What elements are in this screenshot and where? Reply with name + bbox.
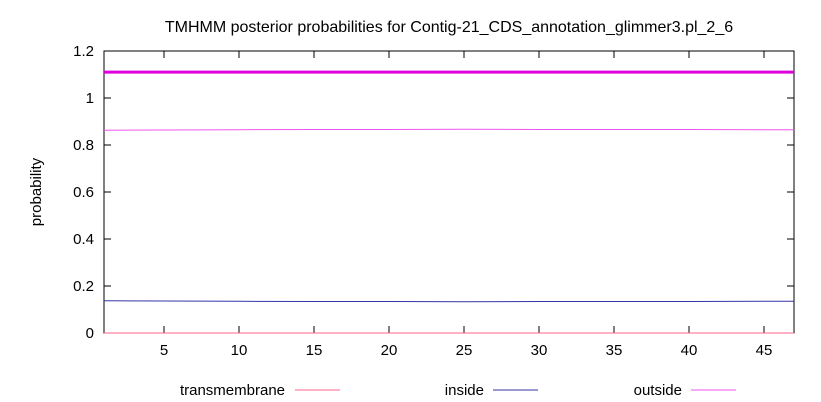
x-ticks: 5 10 15 20 25 30 35 40 45 bbox=[160, 51, 773, 359]
x-tick-label: 30 bbox=[531, 342, 548, 359]
series-lines bbox=[103, 70, 794, 334]
x-tick-label: 35 bbox=[606, 342, 623, 359]
legend-label-inside: inside bbox=[445, 382, 484, 399]
series-line-outside bbox=[103, 128, 794, 131]
y-tick-label: 0.6 bbox=[73, 184, 94, 201]
y-tick-label: 0.4 bbox=[73, 231, 94, 248]
y-tick-label: 0 bbox=[86, 325, 94, 342]
legend: transmembrane inside outside bbox=[180, 382, 736, 399]
x-tick-label: 10 bbox=[231, 342, 248, 359]
y-tick-label: 0.2 bbox=[73, 278, 94, 295]
series-line-inside bbox=[103, 300, 794, 303]
x-tick-label: 20 bbox=[381, 342, 398, 359]
y-axis-label: probability bbox=[28, 157, 45, 226]
y-ticks: 0 0.2 0.4 0.6 0.8 1 1.2 bbox=[73, 43, 794, 342]
y-tick-label: 1.2 bbox=[73, 43, 94, 60]
x-tick-label: 45 bbox=[756, 342, 773, 359]
legend-label-transmembrane: transmembrane bbox=[180, 382, 285, 399]
y-tick-label: 1 bbox=[86, 90, 94, 107]
y-tick-label: 0.8 bbox=[73, 137, 94, 154]
x-tick-label: 40 bbox=[681, 342, 698, 359]
x-tick-label: 5 bbox=[160, 342, 168, 359]
chart-title: TMHMM posterior probabilities for Contig… bbox=[165, 19, 733, 36]
x-tick-label: 25 bbox=[456, 342, 473, 359]
legend-label-outside: outside bbox=[634, 382, 682, 399]
plot-frame bbox=[103, 50, 795, 334]
x-tick-label: 15 bbox=[306, 342, 323, 359]
